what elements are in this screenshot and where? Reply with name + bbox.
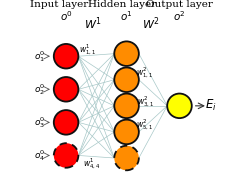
Circle shape [54, 77, 78, 102]
Text: $E_i$: $E_i$ [205, 98, 217, 113]
Text: $o^2$: $o^2$ [173, 9, 186, 23]
Circle shape [114, 120, 139, 144]
Text: $w_{1,1}^1$: $w_{1,1}^1$ [79, 43, 96, 57]
Text: $W^1$: $W^1$ [84, 15, 103, 32]
Circle shape [54, 110, 78, 135]
Circle shape [114, 67, 139, 92]
Text: $o_2^0$: $o_2^0$ [34, 82, 45, 97]
Circle shape [114, 146, 139, 170]
Text: $w_{3,1}^2$: $w_{3,1}^2$ [137, 95, 154, 109]
Circle shape [114, 41, 139, 66]
Text: Input layer: Input layer [30, 0, 89, 9]
Circle shape [54, 143, 78, 168]
Text: $W^2$: $W^2$ [142, 15, 160, 32]
Text: $o_4^0$: $o_4^0$ [34, 148, 45, 163]
Text: $w_{4,4}^1$: $w_{4,4}^1$ [83, 157, 100, 171]
Text: $w_{1,1}^2$: $w_{1,1}^2$ [136, 66, 153, 81]
Circle shape [114, 94, 139, 118]
Text: $o_3^0$: $o_3^0$ [34, 115, 45, 130]
Text: $o^0$: $o^0$ [60, 9, 73, 23]
Text: Output layer: Output layer [146, 0, 213, 9]
Text: $o_1^0$: $o_1^0$ [34, 49, 45, 64]
Circle shape [54, 44, 78, 69]
Circle shape [167, 94, 192, 118]
Text: $o^1$: $o^1$ [120, 9, 133, 23]
Text: Hidden layer: Hidden layer [88, 0, 156, 9]
Text: $w_{5,1}^2$: $w_{5,1}^2$ [136, 117, 153, 132]
